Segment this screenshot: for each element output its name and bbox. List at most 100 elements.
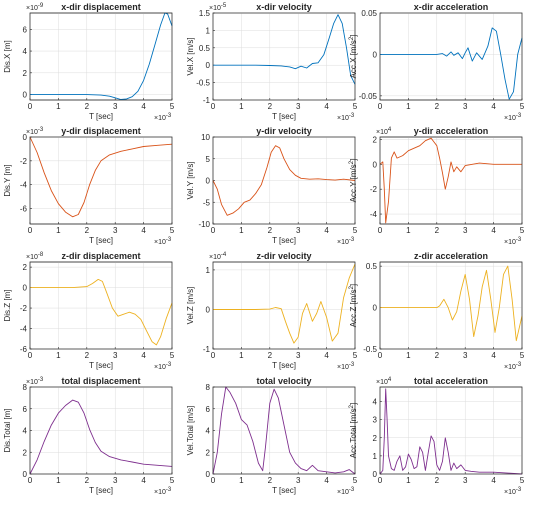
y-axis-label: Vel.Y [m/s] [186,161,195,199]
x-tick-label: 0 [378,102,383,111]
y-tick-label: 0 [206,177,211,186]
x-tick-label: 4 [491,476,496,485]
multiplier-label: ×10-3 [337,237,355,246]
y-tick-label: 4 [373,398,378,407]
x-axis-label: T [sec] [272,236,296,245]
x-tick-label: 4 [324,351,329,360]
subplot-5: 0 1 2 3 4 5 -10 -5 0 5 10 y-dir velocity T [sec] ×10-… [186,126,358,246]
y-tick-label: 1.5 [199,9,211,18]
series-line [212,386,356,475]
x-tick-label: 1 [56,226,61,235]
subplot-title: z-dir velocity [256,251,311,261]
x-axis-label: T [sec] [89,236,113,245]
x-tick-label: 1 [406,351,411,360]
x-axis-label: T [sec] [89,112,113,121]
series-line [30,278,173,346]
y-tick-label: 4 [23,47,28,56]
subplot-title: x-dir displacement [61,2,141,12]
x-axis-label: T [sec] [89,361,113,370]
x-tick-label: 2 [268,351,273,360]
y-tick-label: 2 [23,448,28,457]
y-tick-label: -2 [20,157,28,166]
y-tick-label: 0.5 [199,44,211,53]
y-axis-label: Acc.X [m/s2] [349,35,358,79]
x-axis-label: T [sec] [272,486,296,495]
subplot-title: total displacement [61,376,140,386]
multiplier-label: ×10-3 [337,487,355,496]
multiplier-label: ×10-3 [154,237,172,246]
plot-border [212,12,356,101]
y-axis-label: Dis.X [m] [3,40,12,72]
y-axis-label: Dis.Z [m] [3,290,12,322]
x-tick-label: 2 [435,476,440,485]
y-tick-label: -0.5 [363,345,377,354]
series-line [29,136,173,218]
multiplier-label: ×10-3 [337,113,355,122]
y-tick-label: -2 [370,185,378,194]
y-axis-label: Acc.Z [m/s2] [349,284,358,327]
x-axis-label: T [sec] [89,486,113,495]
multiplier-label: ×10-8 [26,252,44,261]
x-tick-label: 5 [520,351,525,360]
x-tick-label: 4 [324,476,329,485]
x-tick-label: 1 [239,226,244,235]
x-tick-label: 4 [141,476,146,485]
plot-border [29,386,173,475]
plot-border [379,136,523,225]
subplot-title: total velocity [256,376,311,386]
x-tick-label: 4 [141,226,146,235]
x-tick-label: 3 [296,351,301,360]
x-tick-label: 5 [353,102,358,111]
y-tick-label: 0 [373,470,378,479]
multiplier-label: ×10-4 [209,252,227,261]
x-tick-label: 2 [85,476,90,485]
plot-area [29,136,173,225]
plot-area [379,12,523,101]
y-tick-label: -5 [203,198,211,207]
plot-border [379,261,523,350]
y-tick-label: 2 [23,263,28,272]
x-tick-label: 4 [324,102,329,111]
x-tick-label: 3 [296,476,301,485]
y-tick-label: -4 [20,325,28,334]
y-axis-label: Vel.Total [m/s] [186,406,195,456]
subplot-title: y-dir acceleration [414,126,489,136]
y-tick-label: 4 [23,427,28,436]
multiplier-label: ×10-9 [26,3,44,12]
x-tick-label: 4 [324,226,329,235]
x-tick-label: 2 [85,102,90,111]
x-tick-label: 3 [113,102,118,111]
plot-border [379,12,523,101]
x-axis-label: T [sec] [272,112,296,121]
x-tick-label: 4 [141,351,146,360]
y-tick-label: 6 [23,25,28,34]
y-tick-label: 0 [206,61,211,70]
y-tick-label: 2 [206,448,211,457]
subplot-title: x-dir velocity [256,2,312,12]
y-tick-label: -6 [20,205,28,214]
y-tick-label: -0.5 [196,79,210,88]
y-tick-label: -10 [198,220,210,229]
x-tick-label: 2 [85,351,90,360]
x-tick-label: 0 [28,351,33,360]
subplot-6: 0 1 2 3 4 5 -4 -2 0 2 y-dir acceleration ×10-3 ×104 A… [349,126,525,246]
multiplier-label: ×10-3 [26,127,44,136]
plot-border [212,136,356,225]
y-axis-label: Vel.Z [m/s] [186,287,195,325]
x-tick-label: 5 [170,226,175,235]
y-tick-label: 8 [23,383,28,392]
plot-border [212,386,356,475]
y-axis-label: Vel.X [m/s] [186,37,195,75]
subplot-10: 0 1 2 3 4 5 0 2 4 6 8 total displacement T [sec] ×10-… [3,376,175,496]
x-tick-label: 3 [113,476,118,485]
subplot-9: 0 1 2 3 4 5-0.500.5z-dir acceleration×10-3Acc… [349,251,525,371]
x-tick-label: 1 [239,102,244,111]
plot-area [29,12,173,101]
y-tick-label: 6 [206,405,211,414]
subplot-title: z-dir acceleration [414,251,488,261]
x-tick-label: 5 [353,476,358,485]
series-line [213,263,356,344]
x-tick-label: 0 [211,476,216,485]
x-tick-label: 5 [353,351,358,360]
